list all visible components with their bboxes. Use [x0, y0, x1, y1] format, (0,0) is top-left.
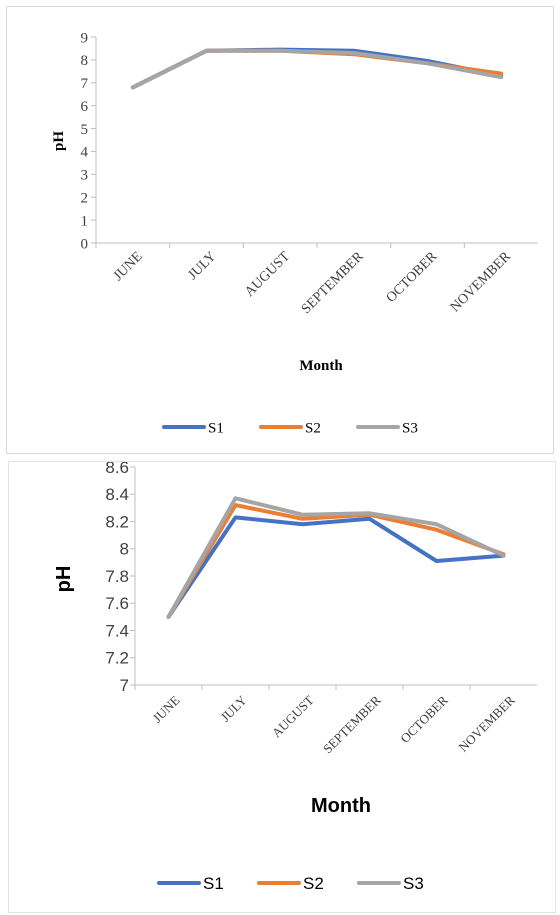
y-tick-label: 8 — [81, 53, 89, 69]
y-tick-label: 8 — [120, 540, 129, 559]
y-tick-label: 7.8 — [105, 567, 129, 586]
y-tick-label: 7.4 — [105, 621, 129, 640]
y-tick-label: 0 — [81, 236, 89, 252]
y-tick-label: 5 — [81, 122, 89, 138]
chart-top-svg: 0 1 2 3 4 5 6 7 8 9 JUNE JULY AUGUST SEPTEMBER OCTOBER… — [51, 30, 538, 436]
y-tick-label: 6 — [81, 99, 89, 115]
y-tick-label: 2 — [81, 190, 89, 206]
y-axis-title: pH — [53, 566, 75, 593]
x-tick-label: OCTOBER — [384, 249, 441, 306]
series-line-s3 — [130, 48, 504, 90]
y-tick-label: 7 — [120, 676, 129, 695]
y-tick-label: 8.6 — [105, 462, 129, 477]
y-tick-label: 7.2 — [105, 649, 129, 668]
series-line-s2 — [166, 503, 506, 619]
x-tick-label: SEPTEMBER — [299, 249, 367, 317]
series-line-s1 — [166, 515, 506, 619]
y-tick-label: 7.6 — [105, 594, 129, 613]
x-tick-label: JUNE — [150, 692, 183, 725]
x-tick-label: OCTOBER — [397, 692, 451, 746]
y-tick-label: 3 — [81, 168, 89, 184]
y-tick-label: 9 — [81, 30, 89, 46]
chart-bottom-svg: 7 7.2 7.4 7.6 7.8 8 8.2 8.4 8.6 JUNE JULY AUGUST SEP… — [53, 462, 537, 893]
x-tick-label: SEPTEMBER — [320, 692, 384, 756]
y-tick-label: 8.4 — [105, 485, 129, 504]
legend-label-s1: S1 — [203, 874, 224, 893]
x-tick-label: AUGUST — [242, 249, 293, 300]
x-tick-label: JULY — [217, 692, 250, 725]
y-tick-label: 4 — [81, 145, 89, 161]
legend-label-s1: S1 — [208, 420, 224, 436]
x-tick-label: JULY — [186, 249, 220, 283]
legend-label-s3: S3 — [403, 874, 424, 893]
legend-label-s2: S2 — [305, 420, 321, 436]
x-tick-label: JUNE — [111, 249, 146, 284]
x-tick-label: NOVEMBER — [455, 692, 517, 754]
legend-label-s2: S2 — [303, 874, 324, 893]
legend-label-s3: S3 — [402, 420, 418, 436]
x-tick-label: NOVEMBER — [448, 249, 515, 316]
series-line-s3 — [166, 496, 506, 619]
chart-top: 0 1 2 3 4 5 6 7 8 9 JUNE JULY AUGUST SEPTEMBER OCTOBER… — [6, 6, 554, 454]
x-tick-label: AUGUST — [269, 692, 317, 740]
series-line-s2 — [130, 48, 504, 90]
y-tick-label: 8.2 — [105, 512, 129, 531]
y-axis-title: pH — [51, 131, 67, 151]
x-axis-title: Month — [299, 358, 343, 374]
y-tick-label: 7 — [81, 76, 89, 92]
chart-bottom: 7 7.2 7.4 7.6 7.8 8 8.2 8.4 8.6 JUNE JULY AUGUST SEP… — [8, 461, 556, 913]
x-axis-title: Month — [311, 795, 371, 817]
y-tick-label: 1 — [81, 213, 89, 229]
